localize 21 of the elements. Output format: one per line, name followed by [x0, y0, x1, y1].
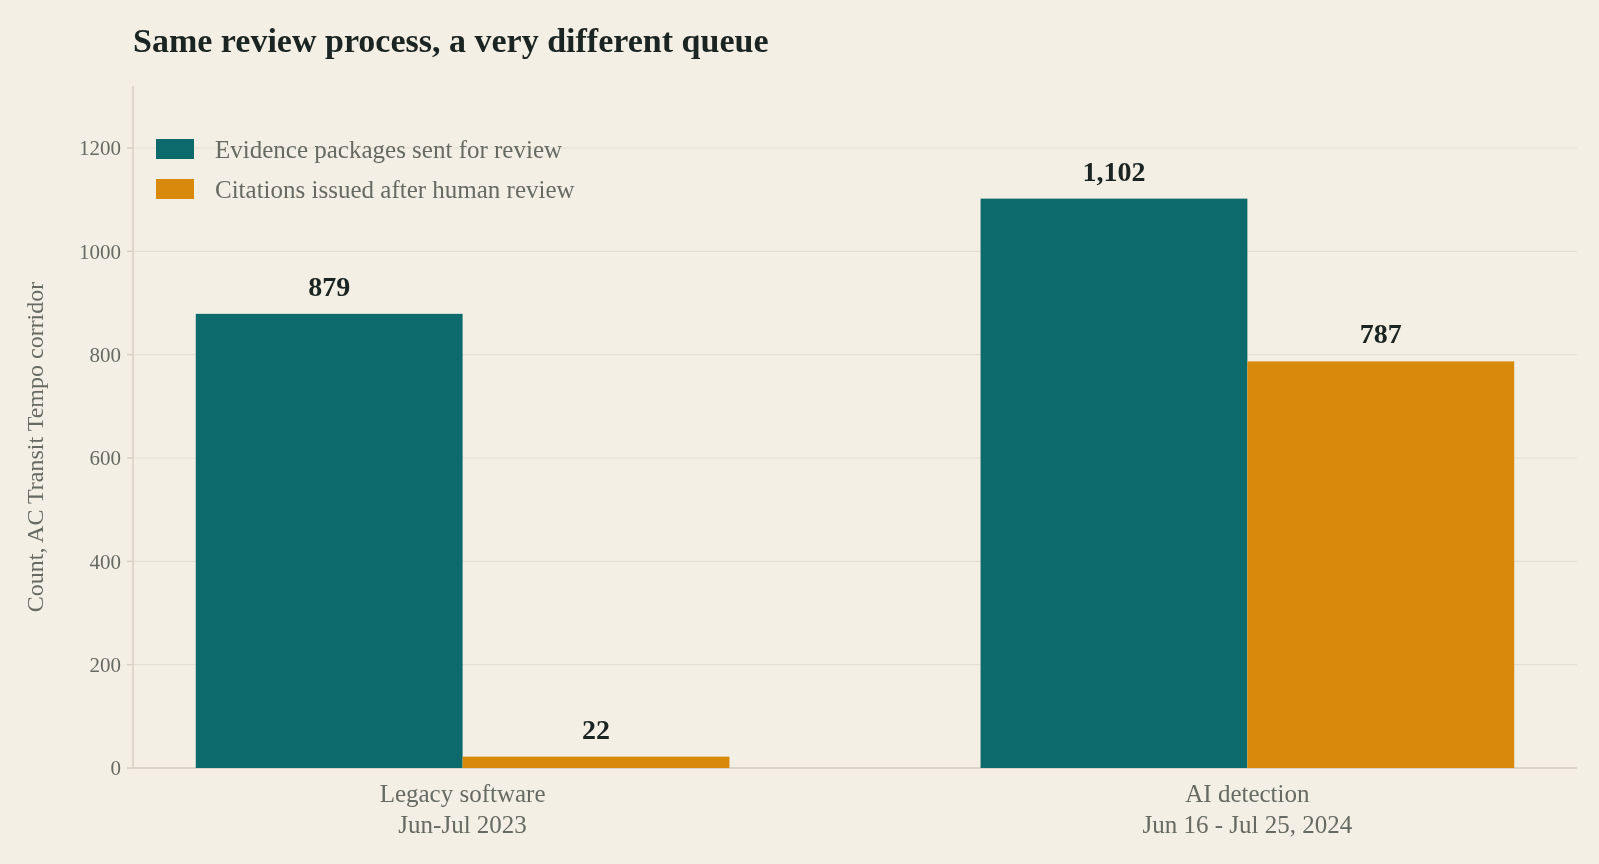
data-label: 22 [582, 713, 611, 745]
y-tick-label: 1200 [79, 136, 121, 161]
legend-label: Citations issued after human review [215, 175, 575, 203]
y-tick-label: 200 [89, 653, 121, 678]
y-axis-title: Count, AC Transit Tempo corridor [22, 281, 48, 613]
data-label: 1,102 [1082, 155, 1146, 187]
y-tick-label: 1000 [79, 239, 121, 264]
bar [195, 313, 463, 768]
y-tick-label: 800 [89, 343, 121, 368]
chart-title: Same review process, a very different queue [133, 22, 769, 59]
data-label: 879 [308, 270, 351, 302]
bar [462, 756, 730, 768]
y-tick-label: 0 [110, 756, 121, 781]
y-tick-label: 400 [89, 549, 121, 574]
legend-label: Evidence packages sent for review [215, 135, 563, 163]
bar [980, 198, 1248, 768]
x-tick-label: AI detection Jun 16 - Jul 25, 2024 [1142, 780, 1353, 838]
y-tick-label: 600 [89, 446, 121, 471]
x-tick-label: Legacy software Jun-Jul 2023 [379, 780, 546, 838]
bar [1247, 361, 1515, 768]
data-label: 787 [1359, 318, 1402, 350]
